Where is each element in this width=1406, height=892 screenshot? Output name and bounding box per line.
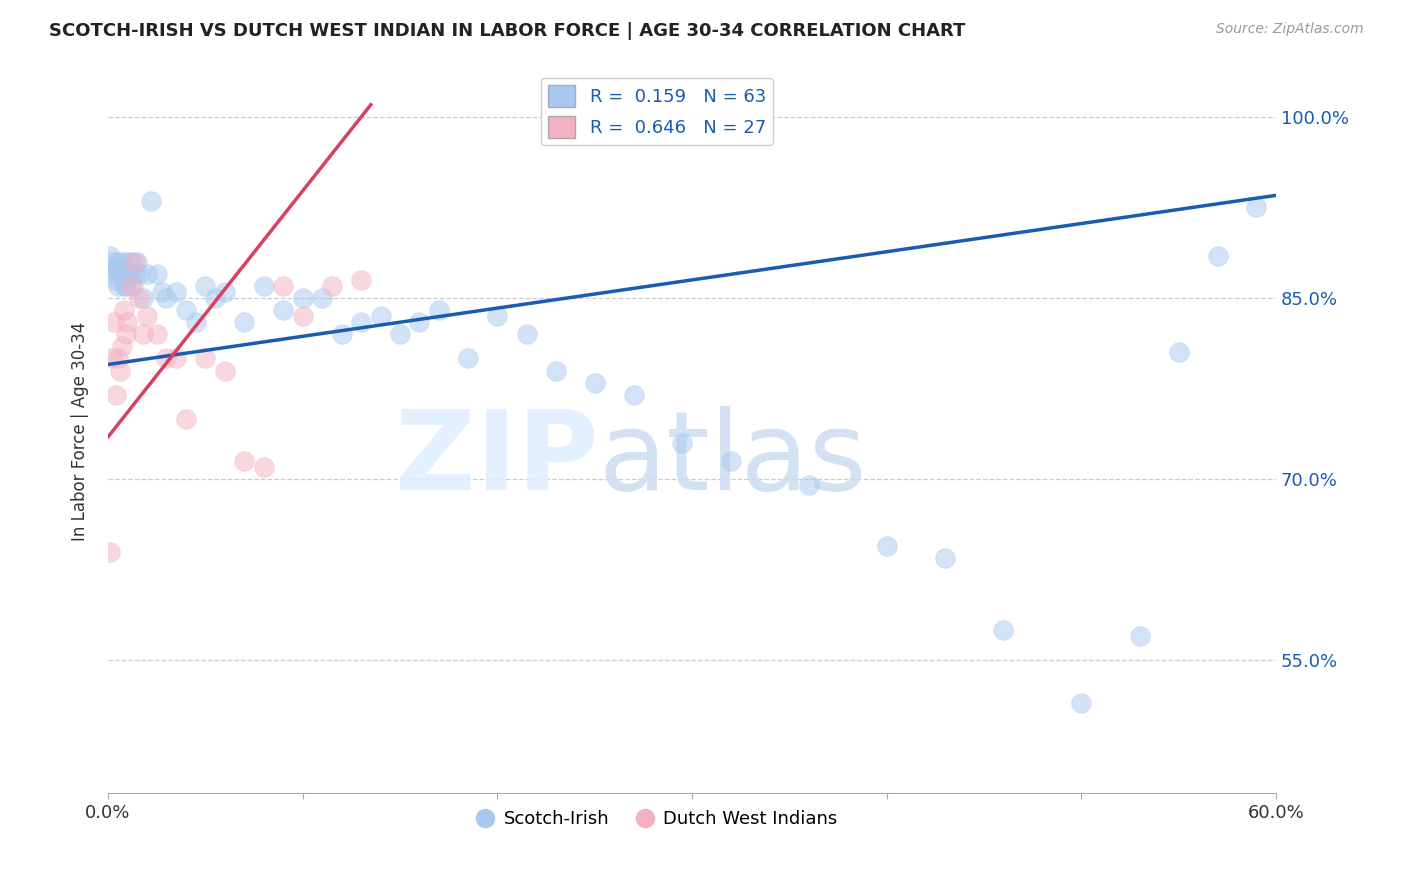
Point — [139, 194, 162, 209]
Text: atlas: atlas — [599, 407, 868, 514]
Point — [128, 291, 150, 305]
Y-axis label: In Labor Force | Age 30-34: In Labor Force | Age 30-34 — [72, 321, 89, 541]
Point — [233, 454, 256, 468]
Point — [114, 327, 136, 342]
Point — [934, 550, 956, 565]
Point — [194, 279, 217, 293]
Point — [174, 412, 197, 426]
Point — [214, 285, 236, 299]
Point — [233, 315, 256, 329]
Point — [330, 327, 353, 342]
Point — [253, 279, 276, 293]
Point — [388, 327, 411, 342]
Point — [112, 267, 135, 281]
Point — [214, 363, 236, 377]
Point — [145, 327, 167, 342]
Text: ZIP: ZIP — [395, 407, 599, 514]
Legend: Scotch-Irish, Dutch West Indians: Scotch-Irish, Dutch West Indians — [470, 803, 845, 835]
Point — [427, 303, 450, 318]
Point — [1246, 201, 1268, 215]
Point — [112, 303, 135, 318]
Point — [544, 363, 567, 377]
Point — [271, 279, 294, 293]
Point — [1070, 696, 1092, 710]
Point — [117, 255, 139, 269]
Point — [103, 267, 125, 281]
Point — [1206, 249, 1229, 263]
Point — [165, 285, 187, 299]
Point — [110, 255, 132, 269]
Point — [204, 291, 226, 305]
Point — [107, 267, 129, 281]
Point — [108, 260, 131, 275]
Point — [135, 267, 157, 281]
Point — [291, 291, 314, 305]
Text: SCOTCH-IRISH VS DUTCH WEST INDIAN IN LABOR FORCE | AGE 30-34 CORRELATION CHART: SCOTCH-IRISH VS DUTCH WEST INDIAN IN LAB… — [49, 22, 966, 40]
Point — [457, 351, 479, 366]
Point — [132, 291, 155, 305]
Point — [107, 351, 129, 366]
Point — [98, 545, 121, 559]
Point — [101, 255, 124, 269]
Point — [174, 303, 197, 318]
Point — [515, 327, 537, 342]
Point — [671, 436, 693, 450]
Point — [120, 279, 142, 293]
Point — [101, 351, 124, 366]
Point — [253, 460, 276, 475]
Point — [120, 255, 142, 269]
Point — [350, 315, 373, 329]
Point — [993, 624, 1015, 638]
Point — [311, 291, 333, 305]
Point — [876, 539, 898, 553]
Point — [107, 260, 129, 275]
Point — [583, 376, 606, 390]
Point — [132, 327, 155, 342]
Point — [797, 478, 820, 492]
Point — [1129, 629, 1152, 643]
Point — [486, 309, 509, 323]
Point — [623, 387, 645, 401]
Text: Source: ZipAtlas.com: Source: ZipAtlas.com — [1216, 22, 1364, 37]
Point — [110, 339, 132, 353]
Point — [117, 315, 139, 329]
Point — [108, 363, 131, 377]
Point — [155, 291, 177, 305]
Point — [321, 279, 343, 293]
Point — [107, 255, 129, 269]
Point — [152, 285, 174, 299]
Point — [107, 279, 129, 293]
Point — [104, 387, 127, 401]
Point — [112, 279, 135, 293]
Point — [104, 273, 127, 287]
Point — [98, 249, 121, 263]
Point — [117, 267, 139, 281]
Point — [124, 267, 146, 281]
Point — [184, 315, 207, 329]
Point — [271, 303, 294, 318]
Point — [135, 309, 157, 323]
Point — [370, 309, 392, 323]
Point — [291, 309, 314, 323]
Point — [124, 255, 146, 269]
Point — [122, 279, 145, 293]
Point — [114, 279, 136, 293]
Point — [350, 273, 373, 287]
Point — [104, 260, 127, 275]
Point — [408, 315, 430, 329]
Point — [118, 267, 141, 281]
Point — [128, 267, 150, 281]
Point — [194, 351, 217, 366]
Point — [155, 351, 177, 366]
Point — [145, 267, 167, 281]
Point — [108, 267, 131, 281]
Point — [103, 315, 125, 329]
Point — [1167, 345, 1189, 359]
Point — [127, 255, 149, 269]
Point — [720, 454, 742, 468]
Point — [165, 351, 187, 366]
